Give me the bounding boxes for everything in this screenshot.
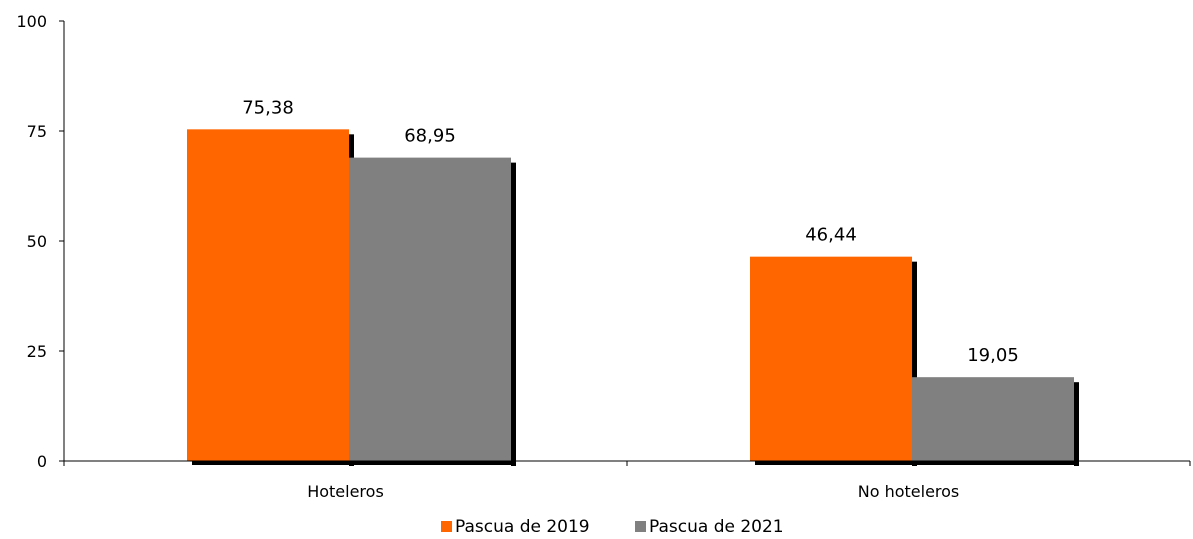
data-label: 46,44 <box>805 225 857 246</box>
bar-shadow <box>192 461 354 465</box>
bar-1-1 <box>912 377 1074 461</box>
category-labels: Hoteleros No hoteleros <box>307 482 959 501</box>
bar-shadow <box>917 461 1079 465</box>
category-label: Hoteleros <box>307 482 384 501</box>
bar-0-0 <box>187 129 349 461</box>
legend-swatch <box>635 521 646 532</box>
data-label: 68,95 <box>404 126 456 147</box>
legend-label: Pascua de 2019 <box>455 517 590 537</box>
bar-shadow <box>511 162 516 466</box>
legend-swatch <box>441 521 452 532</box>
category-label: No hoteleros <box>858 482 960 501</box>
y-tick-label: 100 <box>16 12 47 31</box>
bar-shadow <box>755 461 917 465</box>
bar-shadow <box>912 261 917 466</box>
legend: Pascua de 2019 Pascua de 2021 <box>441 517 784 537</box>
data-label: 19,05 <box>967 345 1019 366</box>
legend-label: Pascua de 2021 <box>649 517 784 537</box>
y-tick-label: 0 <box>37 452 47 471</box>
y-tick-label: 50 <box>27 232 47 251</box>
y-ticks: 0 25 50 75 100 <box>16 12 64 471</box>
y-tick-label: 25 <box>27 342 47 361</box>
data-labels: 75,38 68,95 46,44 19,05 <box>242 97 1019 366</box>
bar-0-1 <box>349 157 511 461</box>
bars <box>187 129 1074 461</box>
data-label: 75,38 <box>242 97 294 118</box>
bar-1-0 <box>750 256 912 461</box>
bar-shadow <box>1074 382 1079 466</box>
y-tick-label: 75 <box>27 122 47 141</box>
x-ticks <box>63 461 1191 466</box>
bar-shadow <box>354 461 516 465</box>
